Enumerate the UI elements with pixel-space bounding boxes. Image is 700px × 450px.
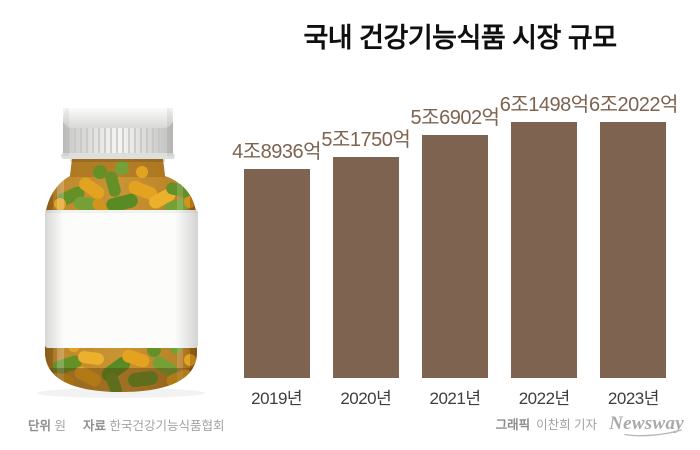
bar-value-label: 5조1750억: [321, 129, 411, 151]
x-axis-label: 2022년: [518, 389, 570, 408]
bar-column: 4조8936억 2019년: [232, 88, 322, 408]
x-axis-label: 2021년: [429, 389, 481, 408]
x-axis-label: 2019년: [251, 389, 303, 408]
bar-value-label: 4조8936억: [232, 141, 322, 163]
source-value: 한국건강기능식품협회: [109, 419, 225, 433]
newsway-logo-swoosh: [624, 429, 682, 437]
credit-label: 그래픽: [495, 418, 531, 432]
bottle-label: [45, 210, 198, 348]
bar-value-label: 6조1498억: [499, 94, 589, 116]
bar-2023년: [600, 122, 667, 378]
bar-2021년: [422, 135, 488, 378]
bar-column: 5조6902억 2021년: [410, 88, 500, 408]
bar-column: 6조2022억 2023년: [588, 88, 678, 408]
pill-bottle-illustration: [37, 108, 205, 398]
page-title: 국내 건강기능식품 시장 규모: [303, 23, 617, 53]
bar-column: 5조1750억 2020년: [321, 88, 411, 408]
footer: 단위 원 자료 한국건강기능식품협회 그래픽 이찬희 기자 Newsway: [0, 410, 700, 440]
bottle-shadow: [37, 388, 205, 398]
bar-column: 6조1498억 2022년: [499, 88, 589, 408]
x-axis-label: 2023년: [607, 389, 659, 408]
bar-2022년: [511, 122, 578, 378]
bar-chart: 4조8936억 2019년 5조1750억 2020년 5조6902억 2021년 6조14…: [232, 88, 678, 408]
credit-value: 이찬희 기자: [536, 418, 598, 432]
bottle-cap: [61, 108, 175, 162]
newsway-logo: Newsway: [609, 413, 684, 437]
bar-value-label: 6조2022억: [588, 94, 678, 116]
footer-credit: 그래픽 이찬희 기자 Newsway: [495, 413, 684, 437]
bar-value-label: 5조6902억: [410, 107, 500, 129]
bar-2020년: [332, 157, 399, 378]
footer-source: 단위 원 자료 한국건강기능식품협회: [28, 415, 225, 434]
newsway-logo-text: Newsway: [609, 413, 684, 434]
x-axis-label: 2020년: [340, 389, 392, 408]
unit-value: 원: [54, 419, 67, 433]
unit-label: 단위: [28, 419, 52, 433]
source-label: 자료: [82, 419, 106, 433]
bar-2019년: [243, 169, 310, 378]
